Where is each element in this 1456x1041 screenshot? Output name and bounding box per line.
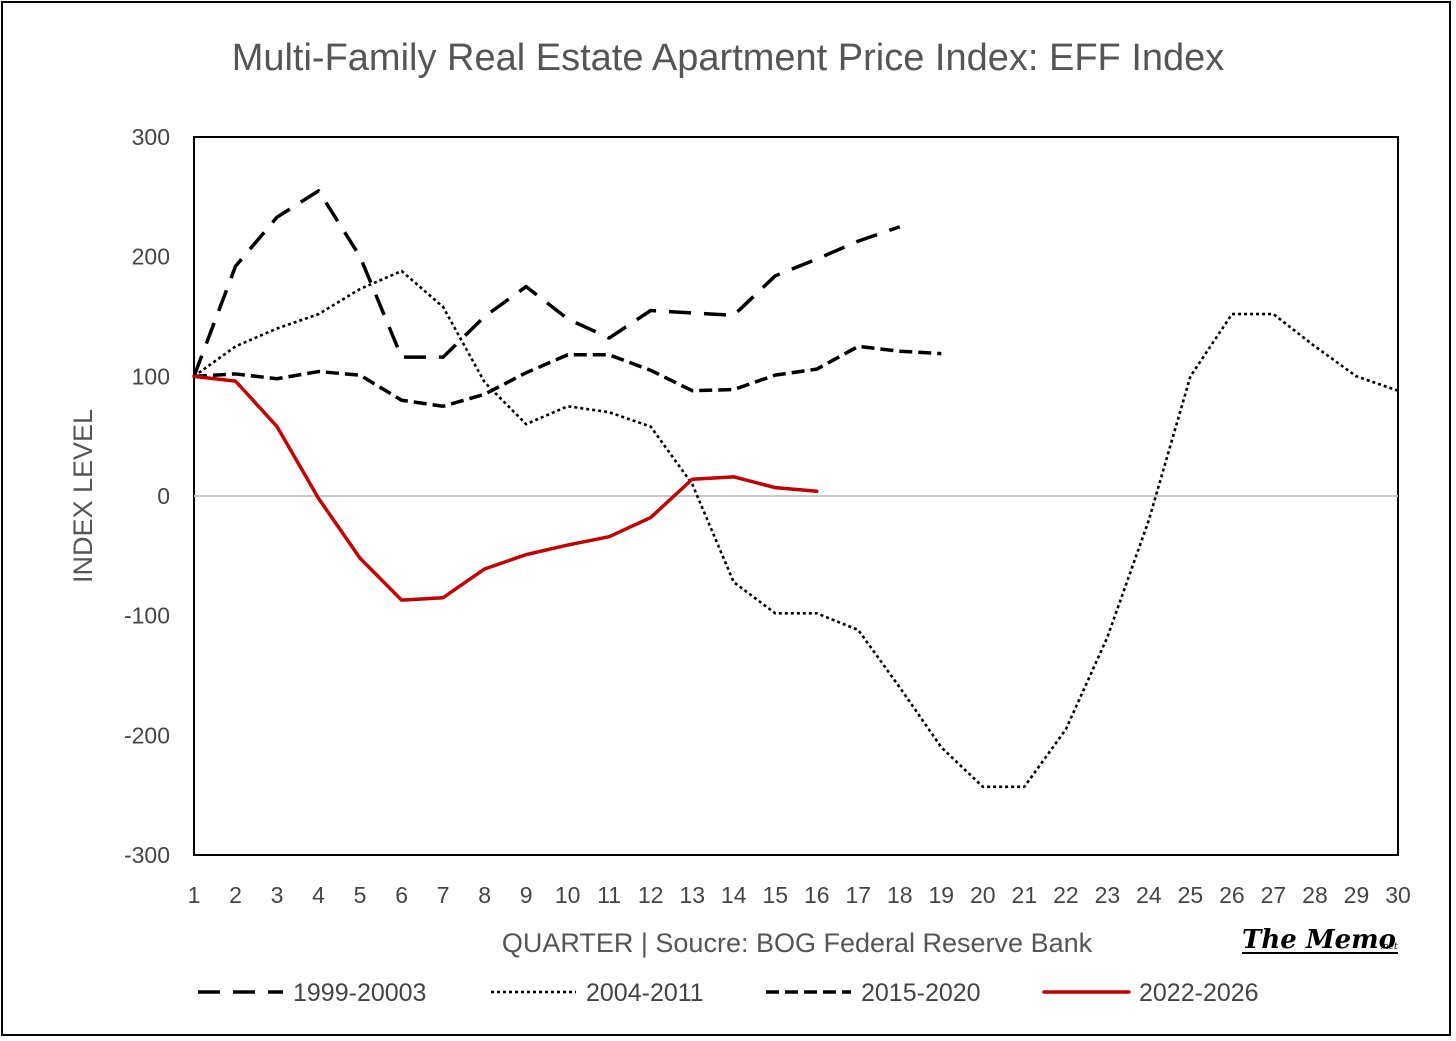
y-axis-ticks: 300 200 100 0 -100 -200 -300 — [124, 124, 170, 868]
x-tick-label: 9 — [520, 882, 533, 908]
chart-title: Multi-Family Real Estate Apartment Price… — [232, 37, 1225, 79]
x-tick-label: 17 — [845, 882, 871, 908]
x-axis-label: QUARTER | Soucre: BOG Federal Reserve Ba… — [502, 928, 1093, 958]
x-tick-label: 30 — [1385, 882, 1411, 908]
series-line-2022-2026 — [192, 374, 819, 602]
x-tick-label: 14 — [721, 882, 747, 908]
x-tick-label: 25 — [1178, 882, 1204, 908]
x-tick-label: 24 — [1136, 882, 1162, 908]
watermark-suffix: .net — [1380, 942, 1398, 952]
watermark: The Memo .net — [1242, 925, 1398, 955]
legend-label-2015-2020: 2015-2020 — [861, 979, 981, 1007]
x-tick-label: 10 — [555, 882, 581, 908]
x-tick-label: 6 — [395, 882, 408, 908]
watermark-text: The Memo — [1242, 925, 1396, 955]
legend-label-2004-2011: 2004-2011 — [586, 979, 704, 1007]
y-tick-label: -100 — [124, 603, 170, 629]
x-tick-label: 3 — [271, 882, 284, 908]
x-tick-label: 23 — [1095, 882, 1121, 908]
x-tick-label: 1 — [188, 882, 201, 908]
x-tick-label: 12 — [638, 882, 664, 908]
x-tick-label: 2 — [229, 882, 242, 908]
x-tick-label: 21 — [1012, 882, 1038, 908]
y-tick-label: 0 — [157, 483, 170, 509]
y-tick-label: 100 — [132, 363, 170, 389]
legend-label-1999-20003: 1999-20003 — [293, 979, 426, 1007]
x-tick-label: 20 — [970, 882, 996, 908]
legend-label-2022-2026: 2022-2026 — [1139, 979, 1259, 1007]
legend: 1999-20003 2004-2011 2015-2020 2022-2026 — [198, 979, 1259, 1007]
x-tick-label: 11 — [597, 882, 621, 908]
x-tick-label: 19 — [929, 882, 955, 908]
x-tick-label: 4 — [312, 882, 325, 908]
y-axis-label: INDEX LEVEL — [68, 409, 98, 583]
series-line-2015-2020 — [193, 344, 942, 408]
x-tick-label: 8 — [478, 882, 491, 908]
y-tick-label: -200 — [124, 722, 170, 748]
x-tick-label: 27 — [1261, 882, 1287, 908]
x-tick-label: 15 — [762, 882, 788, 908]
x-tick-label: 5 — [354, 882, 367, 908]
x-tick-label: 18 — [887, 882, 913, 908]
x-axis-ticks: 1 2 3 4 5 6 7 8 9 10 11 12 13 14 15 16 17 18 19 20 21 22 23 24 2… — [188, 882, 1411, 908]
series-line-1999-20003 — [192, 189, 901, 377]
x-tick-label: 13 — [679, 882, 705, 908]
x-tick-label: 29 — [1344, 882, 1370, 908]
x-tick-label: 28 — [1302, 882, 1328, 908]
y-tick-label: -300 — [124, 842, 170, 868]
x-tick-label: 22 — [1053, 882, 1079, 908]
y-tick-label: 300 — [132, 124, 170, 150]
y-tick-label: 200 — [132, 244, 170, 270]
series-lines — [192, 189, 1399, 789]
x-tick-label: 7 — [437, 882, 450, 908]
x-tick-label: 26 — [1219, 882, 1245, 908]
x-tick-label: 16 — [804, 882, 830, 908]
